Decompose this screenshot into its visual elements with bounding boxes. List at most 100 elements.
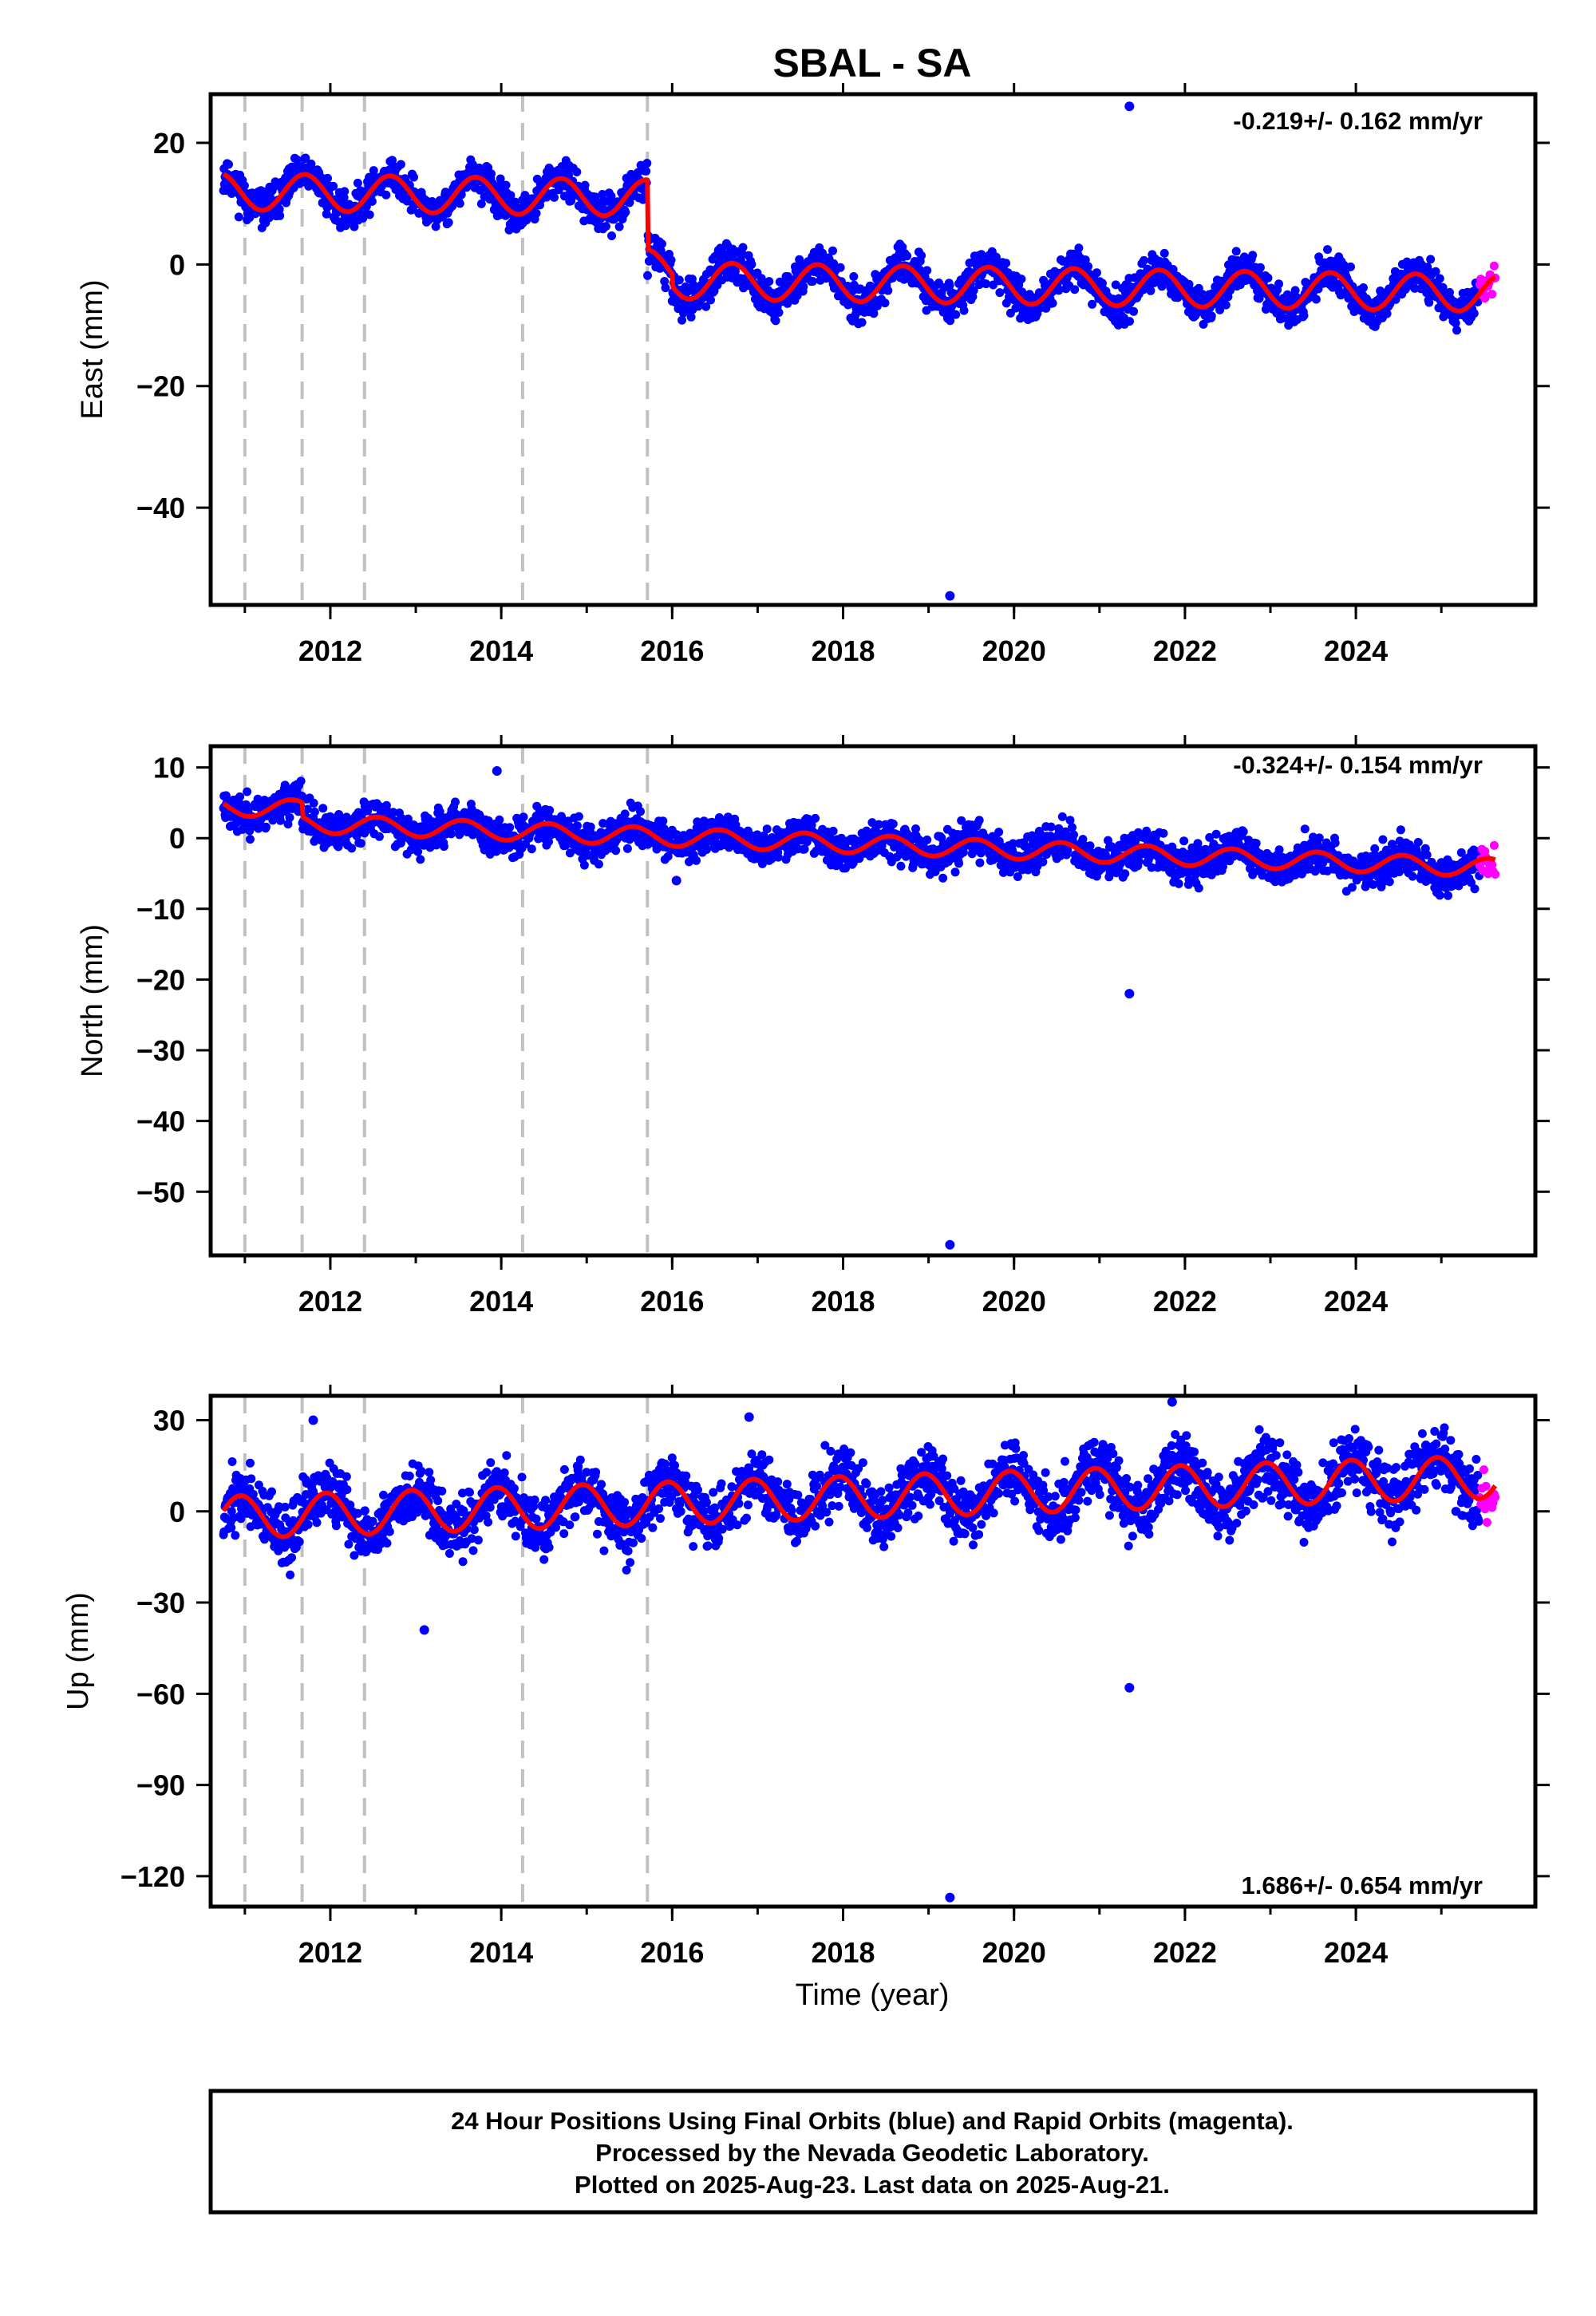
data-point-east [1092,268,1101,278]
data-point-north [446,829,456,839]
data-point-north [1435,891,1444,900]
y-tick-label-east: −40 [136,492,185,524]
data-point-east [764,277,774,287]
data-point-north [1408,871,1417,881]
data-point-east [329,181,338,191]
x-tick-label-east: 2012 [298,634,362,667]
data-point-north [413,847,423,856]
outlier-point-east [945,591,955,601]
data-point-east [496,174,505,184]
data-point-north [1378,835,1388,844]
y-tick-label-east: −20 [136,370,185,403]
data-point-east [306,159,316,168]
data-point-east [1140,255,1148,265]
x-tick-label-east: 2024 [1324,634,1388,667]
data-point-east [301,153,310,163]
data-point-east [367,196,377,206]
data-point-east [1435,274,1444,283]
data-point-east [1382,309,1392,318]
data-point-east [666,255,676,265]
data-point-east [1221,300,1231,310]
data-point-north [1194,883,1203,893]
data-point-east [771,316,780,326]
data-point-east [322,209,331,219]
data-point-north [1347,883,1357,892]
data-point-north [620,809,630,819]
data-point-east [995,288,1005,298]
data-point-east [1311,294,1321,304]
data-point-north [505,823,515,832]
data-point-north [1038,857,1048,867]
data-point-north [1422,850,1432,860]
x-tick-label-east: 2016 [640,634,704,667]
data-point-east [388,156,397,165]
data-point-east [642,159,652,168]
data-point-north [1396,825,1405,835]
data-point-north [285,813,294,822]
data-point-north [1057,812,1067,821]
data-point-north [1238,827,1248,836]
outlier-point-east [1124,101,1135,112]
data-point-east [1125,317,1134,326]
data-point-north [1300,824,1310,834]
y-tick-label-east: 20 [153,127,185,160]
data-point-north [1470,884,1479,894]
data-point-north [622,844,632,853]
data-point-east [234,212,243,222]
data-point-north [1046,822,1056,832]
data-point-east [849,272,859,281]
data-point-north [416,855,425,864]
data-point-north [1314,833,1324,843]
data-point-east [501,180,511,190]
data-point-north [1069,830,1078,840]
data-point-east [1274,279,1283,289]
data-point-east [880,298,890,308]
data-point-east [572,168,582,176]
data-point-east [1231,247,1241,256]
data-point-north [1174,879,1183,888]
data-point-east [857,318,867,327]
data-point-east [1017,275,1026,284]
data-point-north [572,821,582,831]
data-point-east [1088,299,1097,309]
data-point-north [922,835,932,844]
data-point-north [658,816,668,826]
data-point-north [243,787,252,796]
data-point-east [431,222,440,231]
data-point-east [601,222,610,231]
data-point-east [1146,286,1156,295]
data-point-north [994,828,1004,837]
data-point-east [506,191,516,200]
data-point-north [310,807,319,816]
data-point-east [580,180,590,190]
data-point-north [762,824,772,834]
data-point-north [439,842,448,852]
data-point-north [296,777,306,786]
data-point-east [353,178,362,188]
data-point-east [917,251,926,260]
data-point-north [773,852,783,862]
data-point-east [1487,290,1497,299]
data-point-east [951,310,961,319]
data-point-east [642,167,651,176]
data-point-north [545,805,555,815]
data-point-east [487,169,496,179]
data-point-east [1074,243,1084,253]
data-point-north [1385,877,1394,887]
panel-east-y-label: East (mm) [76,279,109,419]
data-point-east [550,192,559,202]
data-point-north [1179,836,1189,846]
data-point-north [594,860,603,869]
data-point-north [318,804,328,813]
data-point-east [369,166,378,176]
figure-title: SBAL - SA [772,41,971,85]
data-point-north [888,819,898,828]
data-point-north [828,826,838,836]
data-point-east [531,208,541,218]
data-point-east [396,160,405,169]
data-point-east [1159,248,1169,258]
data-point-north [1330,838,1340,848]
data-point-east [1263,273,1273,283]
